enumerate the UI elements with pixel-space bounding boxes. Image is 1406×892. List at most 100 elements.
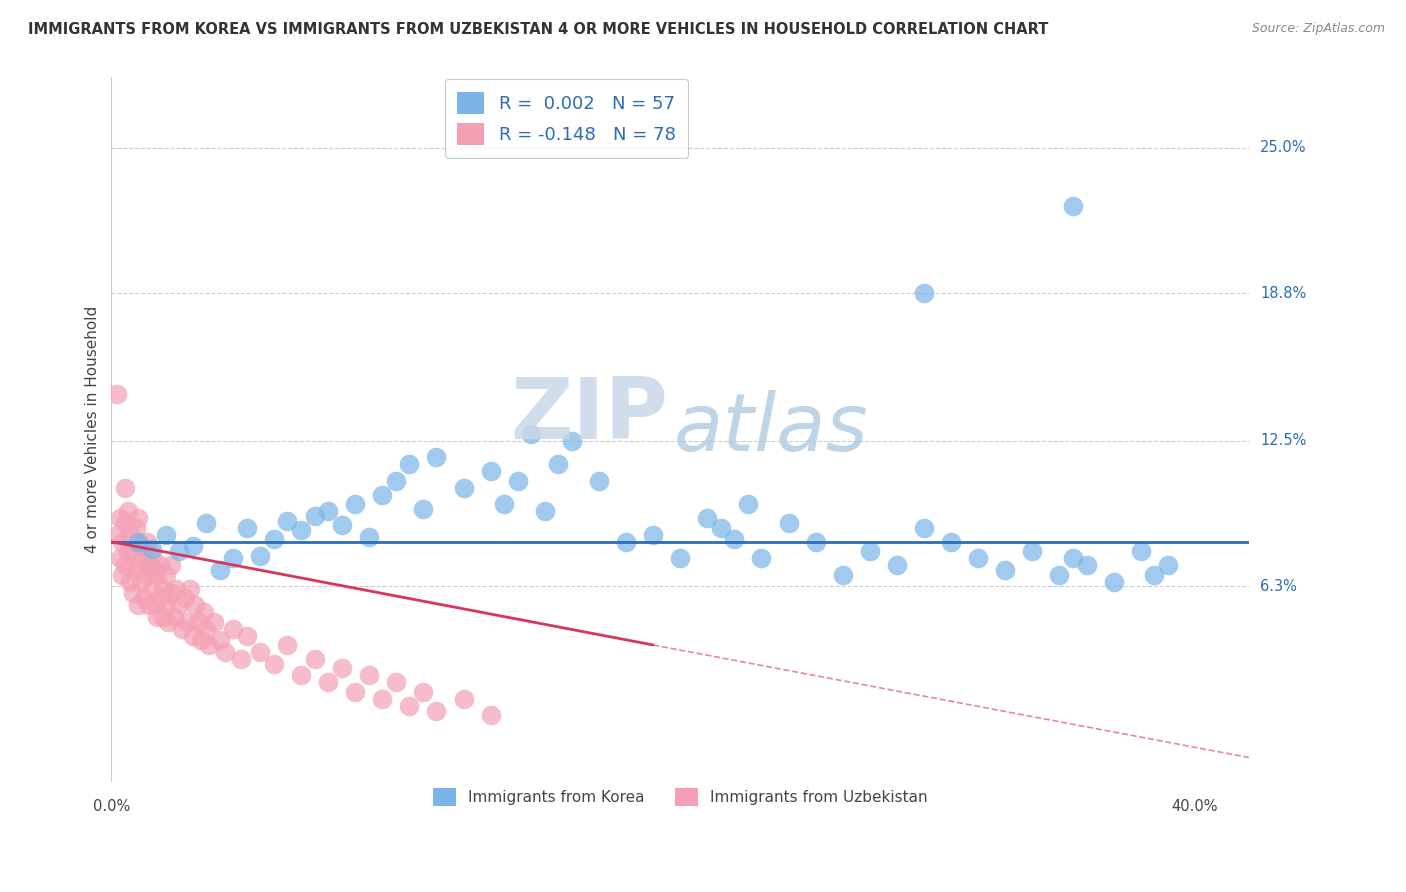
Text: ZIP: ZIP: [510, 374, 668, 457]
Text: 12.5%: 12.5%: [1260, 434, 1306, 449]
Point: [132, 591, 155, 605]
Point: [588, 474, 610, 488]
Point: [263, 533, 285, 547]
Point: [157, 615, 180, 629]
Point: [120, 527, 142, 541]
Point: [155, 598, 177, 612]
Point: [290, 523, 312, 537]
Text: 18.8%: 18.8%: [1260, 285, 1306, 301]
Point: [149, 591, 172, 605]
Point: [155, 567, 177, 582]
Point: [114, 516, 136, 530]
Point: [167, 544, 190, 558]
Point: [1049, 567, 1071, 582]
Y-axis label: 4 or more Vehicles in Household: 4 or more Vehicles in Household: [86, 306, 100, 553]
Point: [214, 645, 236, 659]
Point: [412, 502, 434, 516]
Point: [155, 527, 177, 541]
Point: [290, 668, 312, 682]
Point: [249, 549, 271, 563]
Point: [181, 629, 204, 643]
Point: [696, 511, 718, 525]
Point: [520, 426, 543, 441]
Point: [304, 508, 326, 523]
Point: [193, 605, 215, 619]
Point: [231, 652, 253, 666]
Point: [190, 633, 212, 648]
Point: [479, 465, 502, 479]
Point: [263, 657, 285, 671]
Point: [146, 567, 169, 582]
Point: [1062, 551, 1084, 566]
Point: [1102, 574, 1125, 589]
Point: [1062, 199, 1084, 213]
Point: [105, 527, 128, 541]
Point: [494, 497, 516, 511]
Point: [737, 497, 759, 511]
Point: [208, 633, 231, 648]
Point: [1076, 558, 1098, 573]
Point: [187, 615, 209, 629]
Point: [547, 458, 569, 472]
Text: 25.0%: 25.0%: [1260, 140, 1306, 155]
Point: [135, 567, 157, 582]
Point: [479, 708, 502, 723]
Point: [143, 598, 166, 612]
Point: [176, 615, 198, 629]
Point: [149, 558, 172, 573]
Point: [179, 582, 201, 596]
Point: [316, 504, 339, 518]
Point: [330, 661, 353, 675]
Point: [533, 504, 555, 518]
Point: [108, 511, 131, 525]
Point: [425, 704, 447, 718]
Point: [669, 551, 692, 566]
Point: [886, 558, 908, 573]
Point: [163, 610, 186, 624]
Point: [167, 598, 190, 612]
Point: [117, 504, 139, 518]
Point: [198, 638, 221, 652]
Point: [160, 558, 183, 573]
Point: [141, 541, 163, 556]
Point: [357, 530, 380, 544]
Point: [276, 514, 298, 528]
Point: [304, 652, 326, 666]
Point: [614, 534, 637, 549]
Point: [723, 533, 745, 547]
Point: [122, 586, 145, 600]
Text: atlas: atlas: [673, 390, 869, 468]
Point: [804, 534, 827, 549]
Point: [344, 497, 367, 511]
Point: [128, 598, 150, 612]
Point: [316, 675, 339, 690]
Point: [236, 629, 259, 643]
Legend: Immigrants from Korea, Immigrants from Uzbekistan: Immigrants from Korea, Immigrants from U…: [423, 779, 936, 815]
Point: [160, 586, 183, 600]
Point: [202, 615, 225, 629]
Point: [831, 567, 853, 582]
Text: 6.3%: 6.3%: [1260, 579, 1296, 594]
Text: Source: ZipAtlas.com: Source: ZipAtlas.com: [1251, 22, 1385, 36]
Point: [195, 622, 218, 636]
Point: [222, 551, 245, 566]
Point: [128, 534, 150, 549]
Point: [1143, 567, 1166, 582]
Point: [170, 622, 193, 636]
Point: [453, 692, 475, 706]
Point: [344, 685, 367, 699]
Point: [385, 675, 408, 690]
Point: [939, 534, 962, 549]
Point: [859, 544, 882, 558]
Point: [117, 544, 139, 558]
Point: [146, 610, 169, 624]
Point: [105, 387, 128, 401]
Point: [398, 458, 420, 472]
Point: [132, 551, 155, 566]
Point: [152, 610, 174, 624]
Point: [222, 622, 245, 636]
Point: [385, 474, 408, 488]
Point: [1021, 544, 1043, 558]
Point: [111, 534, 134, 549]
Point: [778, 516, 800, 530]
